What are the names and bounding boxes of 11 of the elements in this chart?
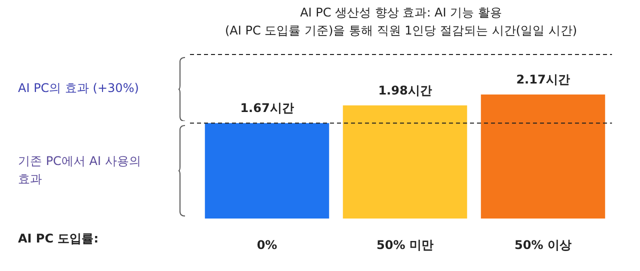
chart-title: AI PC 생산성 향상 효과: AI 기능 활용	[300, 5, 502, 20]
x-tick-label: 0%	[256, 238, 278, 252]
text: AI PC 도입률:	[18, 232, 99, 246]
chart-subtitle: (AI PC 도입률 기준)을 통해 직원 1인당 절감되는 시간(일일 시간)	[224, 24, 578, 38]
text: AI PC의 효과 (+30%)	[18, 80, 139, 95]
text: 기존 PC에서 AI 사용의 효과	[18, 154, 141, 186]
x-tick-label: 50% 미만	[376, 238, 434, 252]
data-label: 1.67시간	[240, 101, 294, 116]
data-label: 2.17시간	[516, 72, 570, 87]
data-label: 1.98시간	[378, 84, 432, 98]
x-tick-label: 50% 이상	[514, 238, 572, 252]
